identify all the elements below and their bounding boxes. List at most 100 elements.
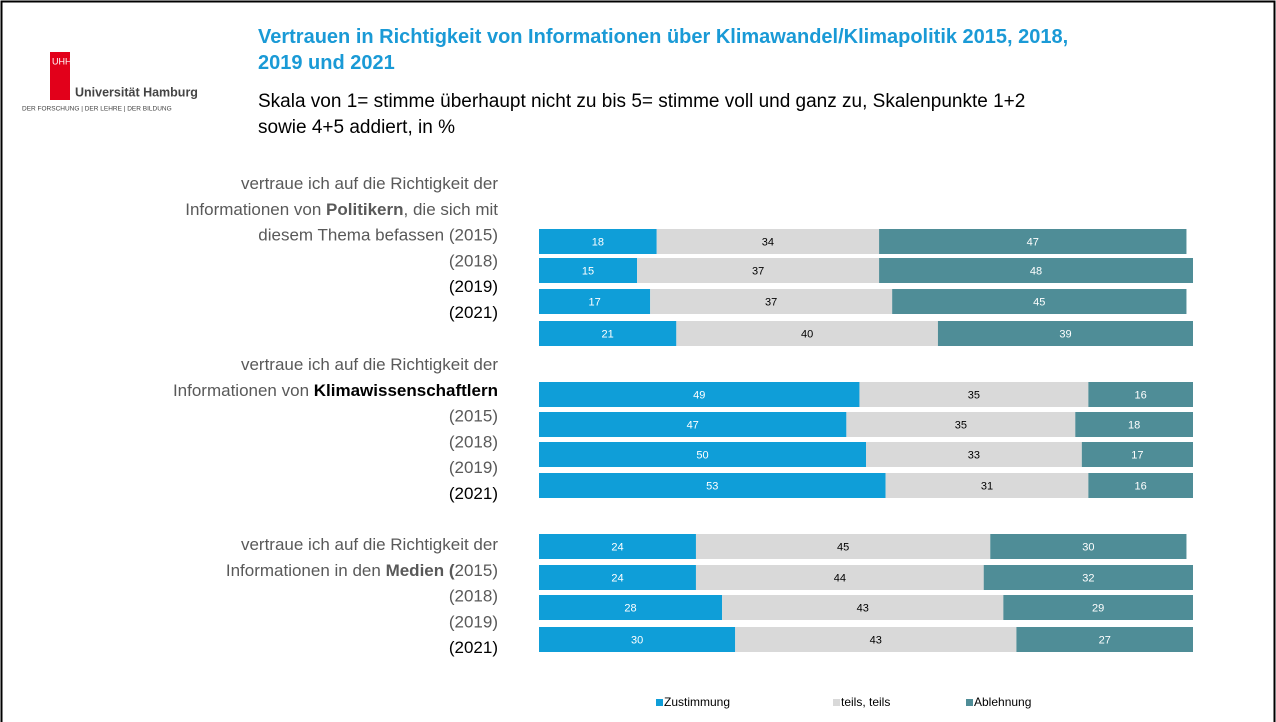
legend-swatch — [656, 699, 663, 706]
bar-segment — [539, 627, 736, 652]
row-label-part: (2019) — [449, 459, 498, 478]
bar-segment — [722, 595, 1004, 620]
bar-segment — [676, 321, 938, 346]
bar-segment — [937, 321, 1193, 346]
chart-title: Vertrauen in Richtigkeit von Information… — [258, 26, 1068, 74]
legend-label: Ablehnung — [974, 695, 1031, 709]
bar-segment — [885, 473, 1089, 498]
subtitle-line: Skala von 1= stimme überhaupt nicht zu b… — [258, 91, 1025, 112]
value-label: 37 — [765, 296, 777, 308]
legend-swatch — [833, 699, 840, 706]
value-label: 21 — [602, 328, 614, 340]
bar-segment — [539, 473, 886, 498]
value-label: 28 — [624, 602, 636, 614]
row-label: vertraue ich auf die Richtigkeit der — [241, 355, 498, 374]
title-line: 2019 und 2021 — [258, 52, 395, 74]
value-label: 32 — [1082, 572, 1094, 584]
value-label: 47 — [1027, 236, 1039, 248]
legend-label: teils, teils — [841, 695, 890, 709]
value-label: 50 — [696, 449, 708, 461]
row-label: (2019) — [449, 278, 498, 297]
bar-segment — [1003, 595, 1193, 620]
bar-segment — [983, 565, 1193, 590]
value-label: 40 — [801, 328, 813, 340]
bar-segment — [539, 412, 847, 437]
value-label: 34 — [762, 236, 774, 248]
row-label: Informationen in den Medien (2015) — [226, 561, 498, 580]
bar-segment — [859, 382, 1089, 407]
bar-segment — [990, 534, 1187, 559]
value-label: 16 — [1135, 480, 1147, 492]
logo-motto: DER FORSCHUNG | DER LEHRE | DER BILDUNG — [22, 106, 172, 113]
row-label: Informationen von Klimawissenschaftlern — [173, 381, 498, 400]
value-label: 39 — [1059, 328, 1071, 340]
value-label: 43 — [857, 602, 869, 614]
row-label-part: diesem Thema befassen (2015) — [258, 226, 498, 245]
value-label: 27 — [1099, 634, 1111, 646]
bar-segment — [539, 321, 677, 346]
legend-label: Zustimmung — [664, 695, 730, 709]
value-label: 31 — [981, 480, 993, 492]
value-label: 15 — [582, 265, 594, 277]
value-label: 30 — [1082, 541, 1094, 553]
row-label: (2021) — [449, 639, 498, 658]
row-label-part: vertraue ich auf die Richtigkeit der — [241, 174, 498, 193]
value-label: 47 — [687, 419, 699, 431]
logo-block — [50, 52, 70, 100]
row-label-part: Politikern — [326, 200, 403, 219]
logo-mark: UHH — [52, 56, 72, 66]
bar-segment — [539, 442, 866, 467]
value-label: 16 — [1135, 389, 1147, 401]
row-label-part: Klimawissenschaftlern — [314, 381, 498, 400]
logo: UHH Universität Hamburg DER FORSCHUNG | … — [22, 52, 198, 113]
bar-segment — [1016, 627, 1193, 652]
legend-swatch — [966, 699, 973, 706]
value-label: 44 — [834, 572, 846, 584]
bar-segment — [735, 627, 1017, 652]
row-label-part: (2019) — [449, 613, 498, 632]
bar-segment — [539, 289, 651, 314]
row-label-part: (2021) — [449, 303, 498, 322]
bar-segment — [637, 258, 880, 283]
row-label: (2019) — [449, 459, 498, 478]
bar-segment — [539, 595, 723, 620]
value-label: 18 — [592, 236, 604, 248]
bar-segment — [1088, 382, 1193, 407]
value-label: 33 — [968, 449, 980, 461]
value-label: 35 — [955, 419, 967, 431]
row-label-part: vertraue ich auf die Richtigkeit der — [241, 355, 498, 374]
row-label-part: (2018) — [449, 252, 498, 271]
row-label-part: , die sich mit — [404, 200, 499, 219]
row-label: Informationen von Politikern, die sich m… — [185, 200, 498, 219]
row-label-part: (2018) — [449, 587, 498, 606]
value-label: 53 — [706, 480, 718, 492]
bar-segment — [879, 229, 1187, 254]
row-label-part: Medien ( — [386, 561, 455, 580]
bar-segment — [695, 534, 991, 559]
subtitle-line: sowie 4+5 addiert, in % — [258, 117, 455, 138]
bar-segment — [656, 229, 880, 254]
row-label: (2018) — [449, 587, 498, 606]
row-label-part: (2015) — [449, 407, 498, 426]
value-label: 29 — [1092, 602, 1104, 614]
row-label-part: vertraue ich auf die Richtigkeit der — [241, 535, 498, 554]
chart-subtitle: Skala von 1= stimme überhaupt nicht zu b… — [258, 91, 1025, 138]
value-label: 37 — [752, 265, 764, 277]
bar-segment — [539, 565, 696, 590]
bar-segment — [866, 442, 1082, 467]
row-label: vertraue ich auf die Richtigkeit der — [241, 174, 498, 193]
row-label: vertraue ich auf die Richtigkeit der — [241, 535, 498, 554]
row-label-part: (2021) — [449, 639, 498, 658]
row-label: diesem Thema befassen (2015) — [258, 226, 498, 245]
row-label-part: Informationen in den — [226, 561, 386, 580]
row-label: (2021) — [449, 303, 498, 322]
bar-segment — [539, 258, 638, 283]
row-label-part: Informationen von — [173, 381, 314, 400]
value-label: 49 — [693, 389, 705, 401]
row-label: (2018) — [449, 252, 498, 271]
value-label: 24 — [611, 541, 623, 553]
row-label-part: Informationen von — [185, 200, 326, 219]
bar-segment — [650, 289, 893, 314]
